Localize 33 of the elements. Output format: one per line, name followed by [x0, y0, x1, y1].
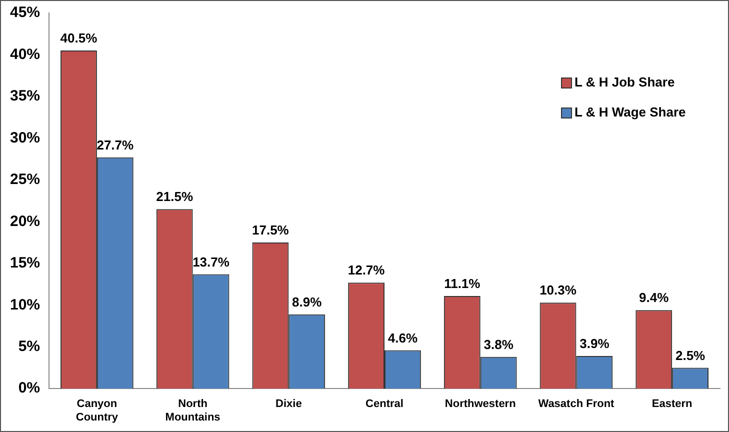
data-label: 9.4% [639, 290, 670, 306]
data-label: 3.9% [580, 336, 610, 352]
y-tick-label: 30% [10, 129, 40, 146]
data-label: 17.5% [252, 222, 290, 238]
x-tick-label: Dixie [276, 398, 302, 410]
y-tick-label: 20% [10, 212, 40, 230]
x-tick-label: Central [366, 398, 404, 410]
y-tick-label: 35% [10, 88, 40, 105]
data-label: 2.5% [675, 348, 706, 363]
data-label: 13.7% [192, 254, 230, 270]
data-label: 40.5% [60, 30, 98, 46]
y-tick-label: 40% [10, 46, 40, 63]
legend-label: L & H Wage Share [574, 104, 686, 120]
data-label: 11.1% [444, 276, 481, 292]
y-tick-label: 25% [10, 171, 40, 188]
x-tick-label: North Mountains [165, 398, 220, 424]
y-tick-label: 10% [10, 296, 40, 314]
data-label: 4.6% [388, 330, 418, 346]
x-tick-label: Wasatch Front [538, 398, 615, 410]
y-tick-label: 45% [10, 4, 40, 22]
data-label: 8.9% [292, 294, 322, 310]
y-tick-label: 0% [18, 380, 40, 397]
data-label: 12.7% [348, 262, 386, 278]
data-label: 27.7% [96, 137, 134, 152]
y-tick-label: 15% [10, 254, 40, 272]
data-label: 21.5% [156, 189, 194, 204]
data-label: 10.3% [540, 282, 577, 298]
x-tick-label: Northwestern [444, 398, 516, 410]
y-tick-label: 5% [18, 338, 40, 356]
x-tick-label: Eastern [652, 398, 693, 410]
x-tick-label: Canyon Country [76, 398, 119, 424]
legend-label: L & H Job Share [574, 74, 675, 90]
data-label: 3.8% [484, 336, 514, 352]
